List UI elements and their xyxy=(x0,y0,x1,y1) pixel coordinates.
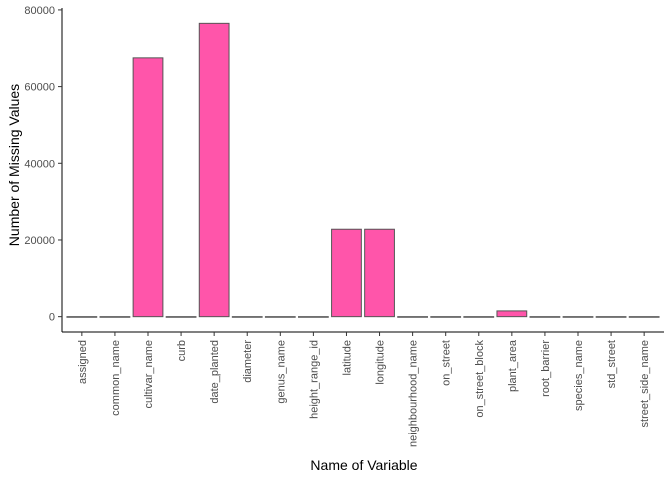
x-tick-label-longitude: longitude xyxy=(375,340,387,385)
bar-latitude xyxy=(331,228,362,318)
x-tick-label-on_street: on_street xyxy=(441,340,453,386)
x-axis-title: Name of Variable xyxy=(310,457,417,473)
x-axis-ticks: assigned common_name cultivar_name curb date… xyxy=(77,332,651,447)
y-tick-label: 80000 xyxy=(24,5,55,17)
bar-genus_name xyxy=(264,316,296,318)
x-tick-label-on_street_block: on_street_block xyxy=(474,340,486,418)
y-tick-label: 20000 xyxy=(24,235,55,247)
bar-date_planted xyxy=(198,22,230,318)
x-tick-label-root_barrier: root_barrier xyxy=(540,340,552,397)
bar-on_street_block xyxy=(463,316,495,318)
x-tick-label-common_name: common_name xyxy=(110,340,122,416)
y-axis-ticks: 0 20000 40000 60000 80000 xyxy=(24,5,62,324)
x-tick-label-plant_area: plant_area xyxy=(507,339,519,392)
bar-root_barrier xyxy=(529,316,561,318)
x-tick-label-height_range_id: height_range_id xyxy=(308,340,320,419)
bar-street_side_name xyxy=(628,316,660,318)
x-tick-label-date_planted: date_planted xyxy=(209,340,221,404)
x-tick-label-neighbourhood_name: neighbourhood_name xyxy=(408,340,420,447)
bar-species_name xyxy=(562,316,594,318)
x-tick-label-latitude: latitude xyxy=(341,340,353,375)
bar-plant_area xyxy=(496,310,528,318)
x-tick-label-genus_name: genus_name xyxy=(275,340,287,404)
y-tick-label: 0 xyxy=(49,312,55,324)
bar-longitude xyxy=(364,228,395,318)
x-tick-label-diameter: diameter xyxy=(242,340,254,383)
bar-curb xyxy=(165,316,197,318)
x-tick-label-street_side_name: street_side_name xyxy=(639,340,651,427)
x-tick-label-curb: curb xyxy=(176,340,188,361)
bar-on_street xyxy=(430,316,462,318)
bar-assigned xyxy=(66,316,98,318)
x-tick-label-cultivar_name: cultivar_name xyxy=(143,340,155,408)
bar-diameter xyxy=(231,316,263,318)
bar-neighbourhood_name xyxy=(397,316,429,318)
x-tick-label-assigned: assigned xyxy=(77,340,89,384)
axes-layer xyxy=(61,8,664,333)
y-tick-label: 40000 xyxy=(24,158,55,170)
bar-cultivar_name xyxy=(132,57,164,318)
bar-common_name xyxy=(99,316,131,318)
bar-height_range_id xyxy=(298,316,329,318)
bar-std_street xyxy=(595,316,627,318)
bars-layer xyxy=(66,22,660,318)
y-tick-label: 60000 xyxy=(24,82,55,94)
y-axis-title: Number of Missing Values xyxy=(6,84,22,246)
x-tick-label-species_name: species_name xyxy=(573,340,585,411)
x-tick-label-std_street: std_street xyxy=(606,340,618,388)
